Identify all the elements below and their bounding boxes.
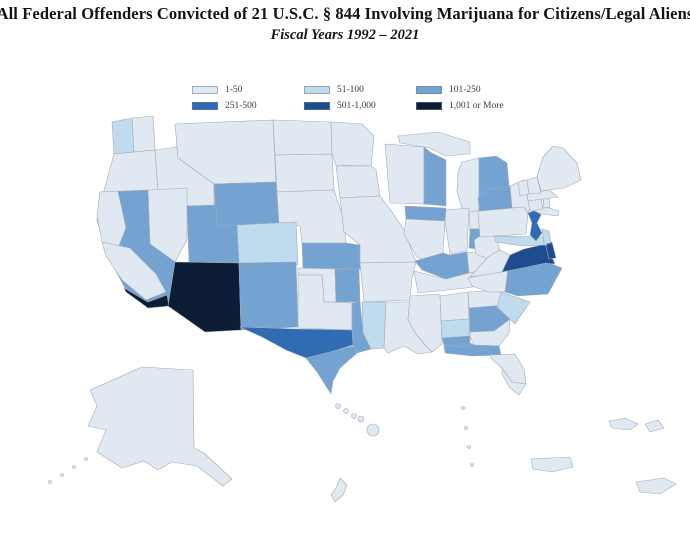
region-michigan-upper-peninsula <box>397 131 471 157</box>
region-arkansas <box>359 261 417 303</box>
region-northern-mariana-islands <box>470 463 474 467</box>
region-maryland <box>493 235 548 247</box>
legend-label: 501-1,000 <box>337 101 376 111</box>
region-maine <box>536 145 582 192</box>
legend-item: 51-100 <box>304 82 416 98</box>
region-washington-western <box>111 117 135 155</box>
title-row: All Federal Offenders Convicted of 21 U.… <box>0 4 690 24</box>
region-new-jersey <box>527 209 543 242</box>
legend-swatch-101-250 <box>416 86 442 94</box>
region-colorado <box>236 221 299 266</box>
region-northern-mariana-islands <box>461 406 465 410</box>
region-virginia-eastern <box>501 243 556 273</box>
legend-label: 251-500 <box>225 101 257 111</box>
region-iowa <box>335 165 381 199</box>
region-delaware <box>541 228 552 245</box>
region-florida-northern <box>443 342 502 357</box>
region-south-carolina <box>496 291 531 325</box>
region-virgin-islands-st-thomas <box>608 417 639 431</box>
region-northern-mariana-islands <box>464 426 468 430</box>
region-new-hampshire <box>526 176 542 195</box>
legend-item: 1-50 <box>192 82 304 98</box>
legend-item: 501-1,000 <box>304 98 416 114</box>
region-louisiana-western <box>361 301 387 350</box>
region-north-dakota <box>272 119 333 156</box>
region-florida-southern <box>501 367 527 396</box>
region-guam <box>330 477 348 503</box>
region-northern-mariana-islands <box>467 445 471 449</box>
legend-swatch-251-500 <box>192 102 218 110</box>
map-legend: 1-50 51-100 101-250 251-500 501-1,000 1,… <box>192 82 546 114</box>
region-indiana <box>444 207 470 255</box>
region-hawaii <box>335 403 341 409</box>
region-arizona <box>167 261 242 333</box>
legend-swatch-1001-or-more <box>416 102 442 110</box>
region-kansas <box>301 242 362 270</box>
region-hawaii <box>343 408 349 414</box>
chart-title: All Federal Offenders Convicted of 21 U.… <box>0 4 690 23</box>
legend-swatch-1-50 <box>192 86 218 94</box>
region-alaska-aleutians <box>48 480 52 484</box>
legend-swatch-501-1000 <box>304 102 330 110</box>
region-south-dakota <box>274 153 335 193</box>
chart-subtitle: Fiscal Years 1992 – 2021 <box>270 27 420 43</box>
region-minnesota <box>330 121 375 167</box>
region-wyoming <box>213 181 280 227</box>
region-alabama-middle <box>440 318 471 339</box>
region-alaska <box>87 366 233 487</box>
region-virgin-islands-st-john <box>644 419 665 433</box>
region-illinois-northern <box>404 205 447 222</box>
region-wisconsin-eastern <box>423 146 447 207</box>
legend-label: 1,001 or More <box>449 101 504 111</box>
region-new-mexico <box>238 261 299 331</box>
region-virginia-western <box>469 249 511 278</box>
region-texas-southern <box>305 345 358 395</box>
region-washington-eastern <box>131 115 156 153</box>
legend-item: 251-500 <box>192 98 304 114</box>
region-hawaii <box>357 415 365 423</box>
region-oklahoma-eastern <box>334 268 361 303</box>
region-virgin-islands-st-croix <box>635 477 677 495</box>
region-alaska-aleutians <box>72 465 76 469</box>
region-alaska-aleutians <box>84 457 88 461</box>
region-california-central <box>101 241 167 301</box>
region-georgia-southern <box>469 318 511 347</box>
legend-item: 101-250 <box>416 82 546 98</box>
legend-label: 101-250 <box>449 85 481 95</box>
legend-label: 51-100 <box>337 85 364 95</box>
region-hawaii <box>351 413 357 419</box>
region-alabama-northern <box>439 291 470 322</box>
legend-label: 1-50 <box>225 85 243 95</box>
subtitle-row: Fiscal Years 1992 – 2021 <box>0 26 690 44</box>
region-alaska-aleutians <box>60 473 64 477</box>
legend-swatch-51-100 <box>304 86 330 94</box>
region-pennsylvania <box>477 206 529 238</box>
legend-item: 1,001 or More <box>416 98 546 114</box>
region-hawaii <box>366 423 380 437</box>
region-wisconsin-western <box>384 143 425 205</box>
region-oregon <box>102 149 159 195</box>
region-puerto-rico <box>530 456 574 473</box>
region-michigan-western <box>456 157 480 214</box>
